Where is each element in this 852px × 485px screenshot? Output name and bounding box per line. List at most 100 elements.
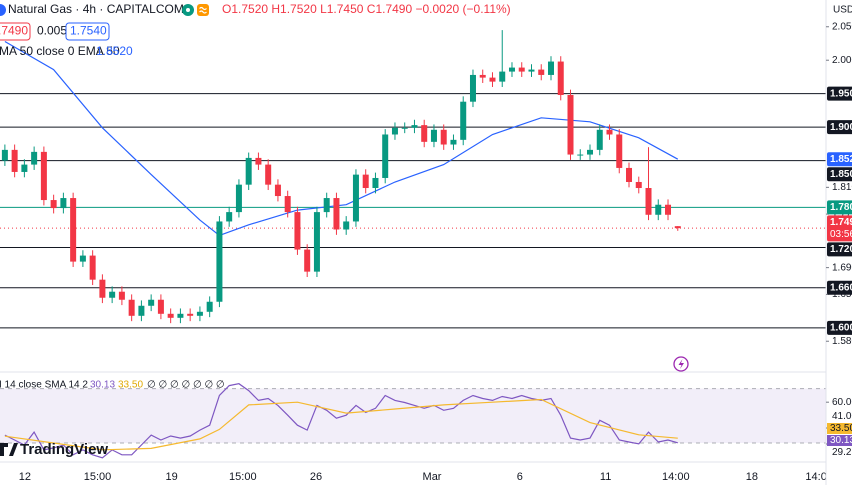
candle-body <box>635 181 642 189</box>
x-tick-label: 15:00 <box>229 471 257 483</box>
level-badge <box>827 86 852 101</box>
level-label: 1.6000 <box>830 322 852 333</box>
candle-body <box>596 129 603 150</box>
x-tick-label: 14:00 <box>662 471 690 483</box>
x-tick-label: 15:00 <box>84 471 112 483</box>
level-badge <box>827 120 852 135</box>
candle-body <box>40 151 47 201</box>
candle-body <box>118 291 125 300</box>
candle-body <box>362 174 369 189</box>
symbol-icon <box>0 4 6 16</box>
candle-body <box>538 69 545 75</box>
x-tick-label: Mar <box>423 471 442 483</box>
ema-line <box>4 40 679 237</box>
candle-body <box>528 69 535 72</box>
candle-body <box>606 129 613 135</box>
candle-body <box>479 74 486 78</box>
candle-body <box>674 226 681 229</box>
candle-body <box>284 196 291 213</box>
candle-body <box>616 134 623 168</box>
level-label: 1.9500 <box>830 88 852 99</box>
candle-body <box>167 313 174 318</box>
candle-body <box>430 129 437 142</box>
candle-body <box>79 255 86 262</box>
buy-button[interactable] <box>65 22 110 41</box>
candle-body <box>265 164 272 185</box>
candle-body <box>255 157 262 165</box>
candle-body <box>577 154 584 156</box>
watermark: TradingView <box>20 441 108 458</box>
level-label: 1.9000 <box>830 122 852 133</box>
candle-body <box>333 198 340 230</box>
candle-body <box>450 139 457 145</box>
candle-body <box>587 149 593 155</box>
candle-body <box>11 149 18 172</box>
candle-body <box>421 125 428 142</box>
candle-body <box>99 279 106 298</box>
last-price-label: 1.7490 <box>830 217 852 228</box>
level-label: 1.7200 <box>830 244 852 255</box>
sell-price[interactable]: .7490 <box>0 24 28 38</box>
data-source-glyph <box>199 6 207 14</box>
candle-body <box>1 149 8 161</box>
rsi-band <box>0 388 826 443</box>
candle-body <box>557 61 564 96</box>
x-tick-label: 6 <box>517 471 523 483</box>
sell-button[interactable] <box>0 22 31 41</box>
candle-body <box>547 61 554 75</box>
rsi-placeholders: ∅ ∅ ∅ ∅ ∅ ∅ ∅ <box>147 380 225 391</box>
plot-area <box>0 30 852 459</box>
candle-body <box>148 299 155 306</box>
x-tick-label: 18 <box>746 471 758 483</box>
candle-body <box>31 151 38 165</box>
spread: 0.0050 <box>37 24 74 38</box>
candle-body <box>508 67 515 72</box>
candle-body <box>138 305 145 316</box>
candle-body <box>50 200 57 209</box>
candle-body <box>626 167 633 182</box>
candle-body <box>323 198 330 213</box>
rsi-tick-label: 29.25 <box>832 447 852 458</box>
level-badge <box>827 320 852 335</box>
level-label: 1.7800 <box>830 202 852 213</box>
candle-body <box>89 255 96 280</box>
candle-body <box>313 212 320 272</box>
candle-body <box>489 77 496 82</box>
candle-body <box>235 184 242 213</box>
candle-body <box>274 184 281 197</box>
candle-body <box>469 74 476 102</box>
candle-body <box>21 164 28 172</box>
y-tick-label: 1.580 <box>832 336 852 347</box>
candle-body <box>60 198 67 209</box>
candle-body <box>109 291 116 298</box>
rsi-legend: I 14 close SMA 14 2 <box>0 380 88 391</box>
rsi-line <box>4 383 678 459</box>
y-tick-label: 1.810 <box>832 182 852 193</box>
sma-legend-value: 33.50 <box>118 380 143 391</box>
ema-legend-value: 1.8520 <box>96 44 133 58</box>
candle-body <box>245 157 252 185</box>
candle-body <box>196 311 203 316</box>
rsi-value-label: 30.13 <box>830 435 852 446</box>
level-label: 1.6600 <box>830 282 852 293</box>
last-price-badge <box>827 215 852 242</box>
candle-body <box>352 174 359 222</box>
candle-body <box>499 71 506 82</box>
level-badge <box>827 242 852 257</box>
y-tick-label: 1.690 <box>832 262 852 273</box>
candle-body <box>645 188 652 215</box>
x-tick-label: 12 <box>19 471 31 483</box>
market-status-dot <box>186 8 190 12</box>
candle-body <box>70 198 77 262</box>
candle-body <box>401 127 408 129</box>
candle-body <box>518 67 525 72</box>
events-bolt <box>678 359 684 369</box>
rsi-tick-label: 60.00 <box>832 397 852 408</box>
candle-body <box>372 177 379 189</box>
level-badge <box>827 200 852 215</box>
candle-body <box>440 129 447 145</box>
buy-price[interactable]: 1.7540 <box>70 24 107 38</box>
candle-body <box>343 221 350 230</box>
level-label: 1.8500 <box>830 169 852 180</box>
